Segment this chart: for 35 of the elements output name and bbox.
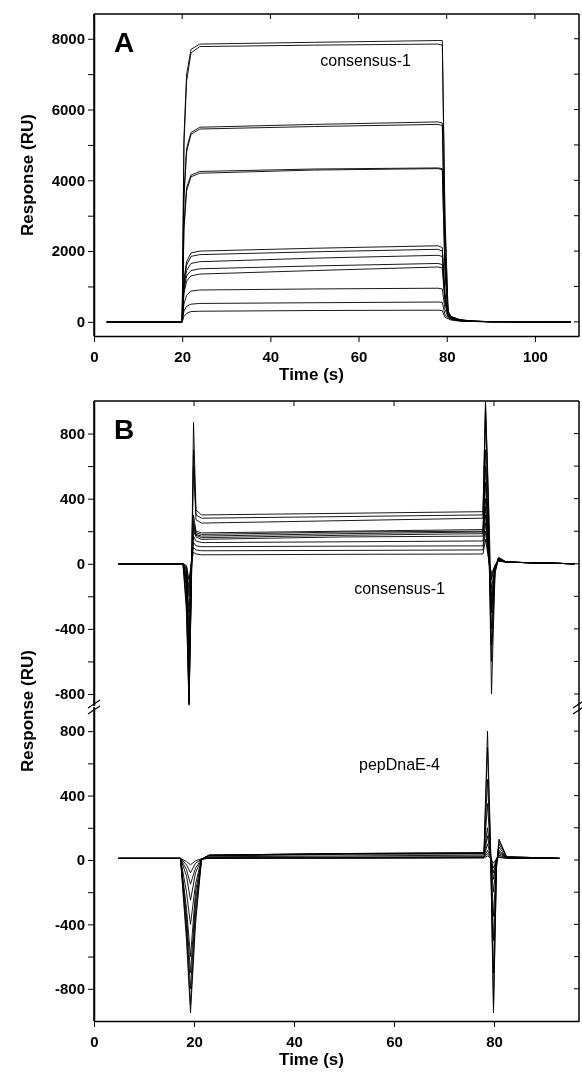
- y-tick-label: 4000: [51, 171, 85, 189]
- x-tick-label: 40: [286, 1032, 303, 1050]
- y-tick-label: 800: [59, 722, 85, 740]
- y-tick-label: 8000: [51, 30, 85, 48]
- text: B: [114, 414, 135, 445]
- y-tick-label: 0: [76, 313, 85, 331]
- x-tick-label: 0: [90, 1032, 99, 1050]
- x-tick-label: 20: [174, 347, 192, 365]
- x-tick-label: 40: [262, 347, 280, 365]
- x-tick-label: 0: [90, 347, 99, 365]
- y-tick-label: -800: [54, 685, 85, 703]
- y-tick-label: 2000: [51, 242, 85, 260]
- y-tick-label: 800: [59, 424, 85, 442]
- y-tick-label: 0: [76, 851, 85, 869]
- annotation: consensus-1: [320, 51, 412, 69]
- y-tick-label: 0: [76, 555, 85, 573]
- x-tick-label: 80: [438, 347, 456, 365]
- x-tick-label: 60: [350, 347, 368, 365]
- y-tick-label: 6000: [51, 100, 85, 118]
- x-tick-label: 20: [186, 1032, 203, 1050]
- x-tick-label: 100: [522, 347, 548, 365]
- annotation: consensus-1: [354, 579, 446, 597]
- y-tick-label: -400: [54, 915, 85, 933]
- y-tick-label: -400: [54, 620, 85, 638]
- x-axis-title: Time (s): [279, 365, 344, 384]
- y-tick-label: 400: [59, 489, 85, 507]
- y-tick-label: 400: [59, 786, 85, 804]
- x-tick-label: 60: [386, 1032, 403, 1050]
- annotation: pepDnaE-4: [359, 755, 441, 773]
- y-axis-title: Response (RU): [18, 114, 37, 236]
- chart-title: A: [114, 27, 135, 58]
- y-tick-label: -800: [54, 980, 85, 998]
- x-tick-label: 80: [486, 1032, 503, 1050]
- y-axis-title: Response (RU): [18, 650, 37, 772]
- x-axis-title: Time (s): [279, 1050, 344, 1069]
